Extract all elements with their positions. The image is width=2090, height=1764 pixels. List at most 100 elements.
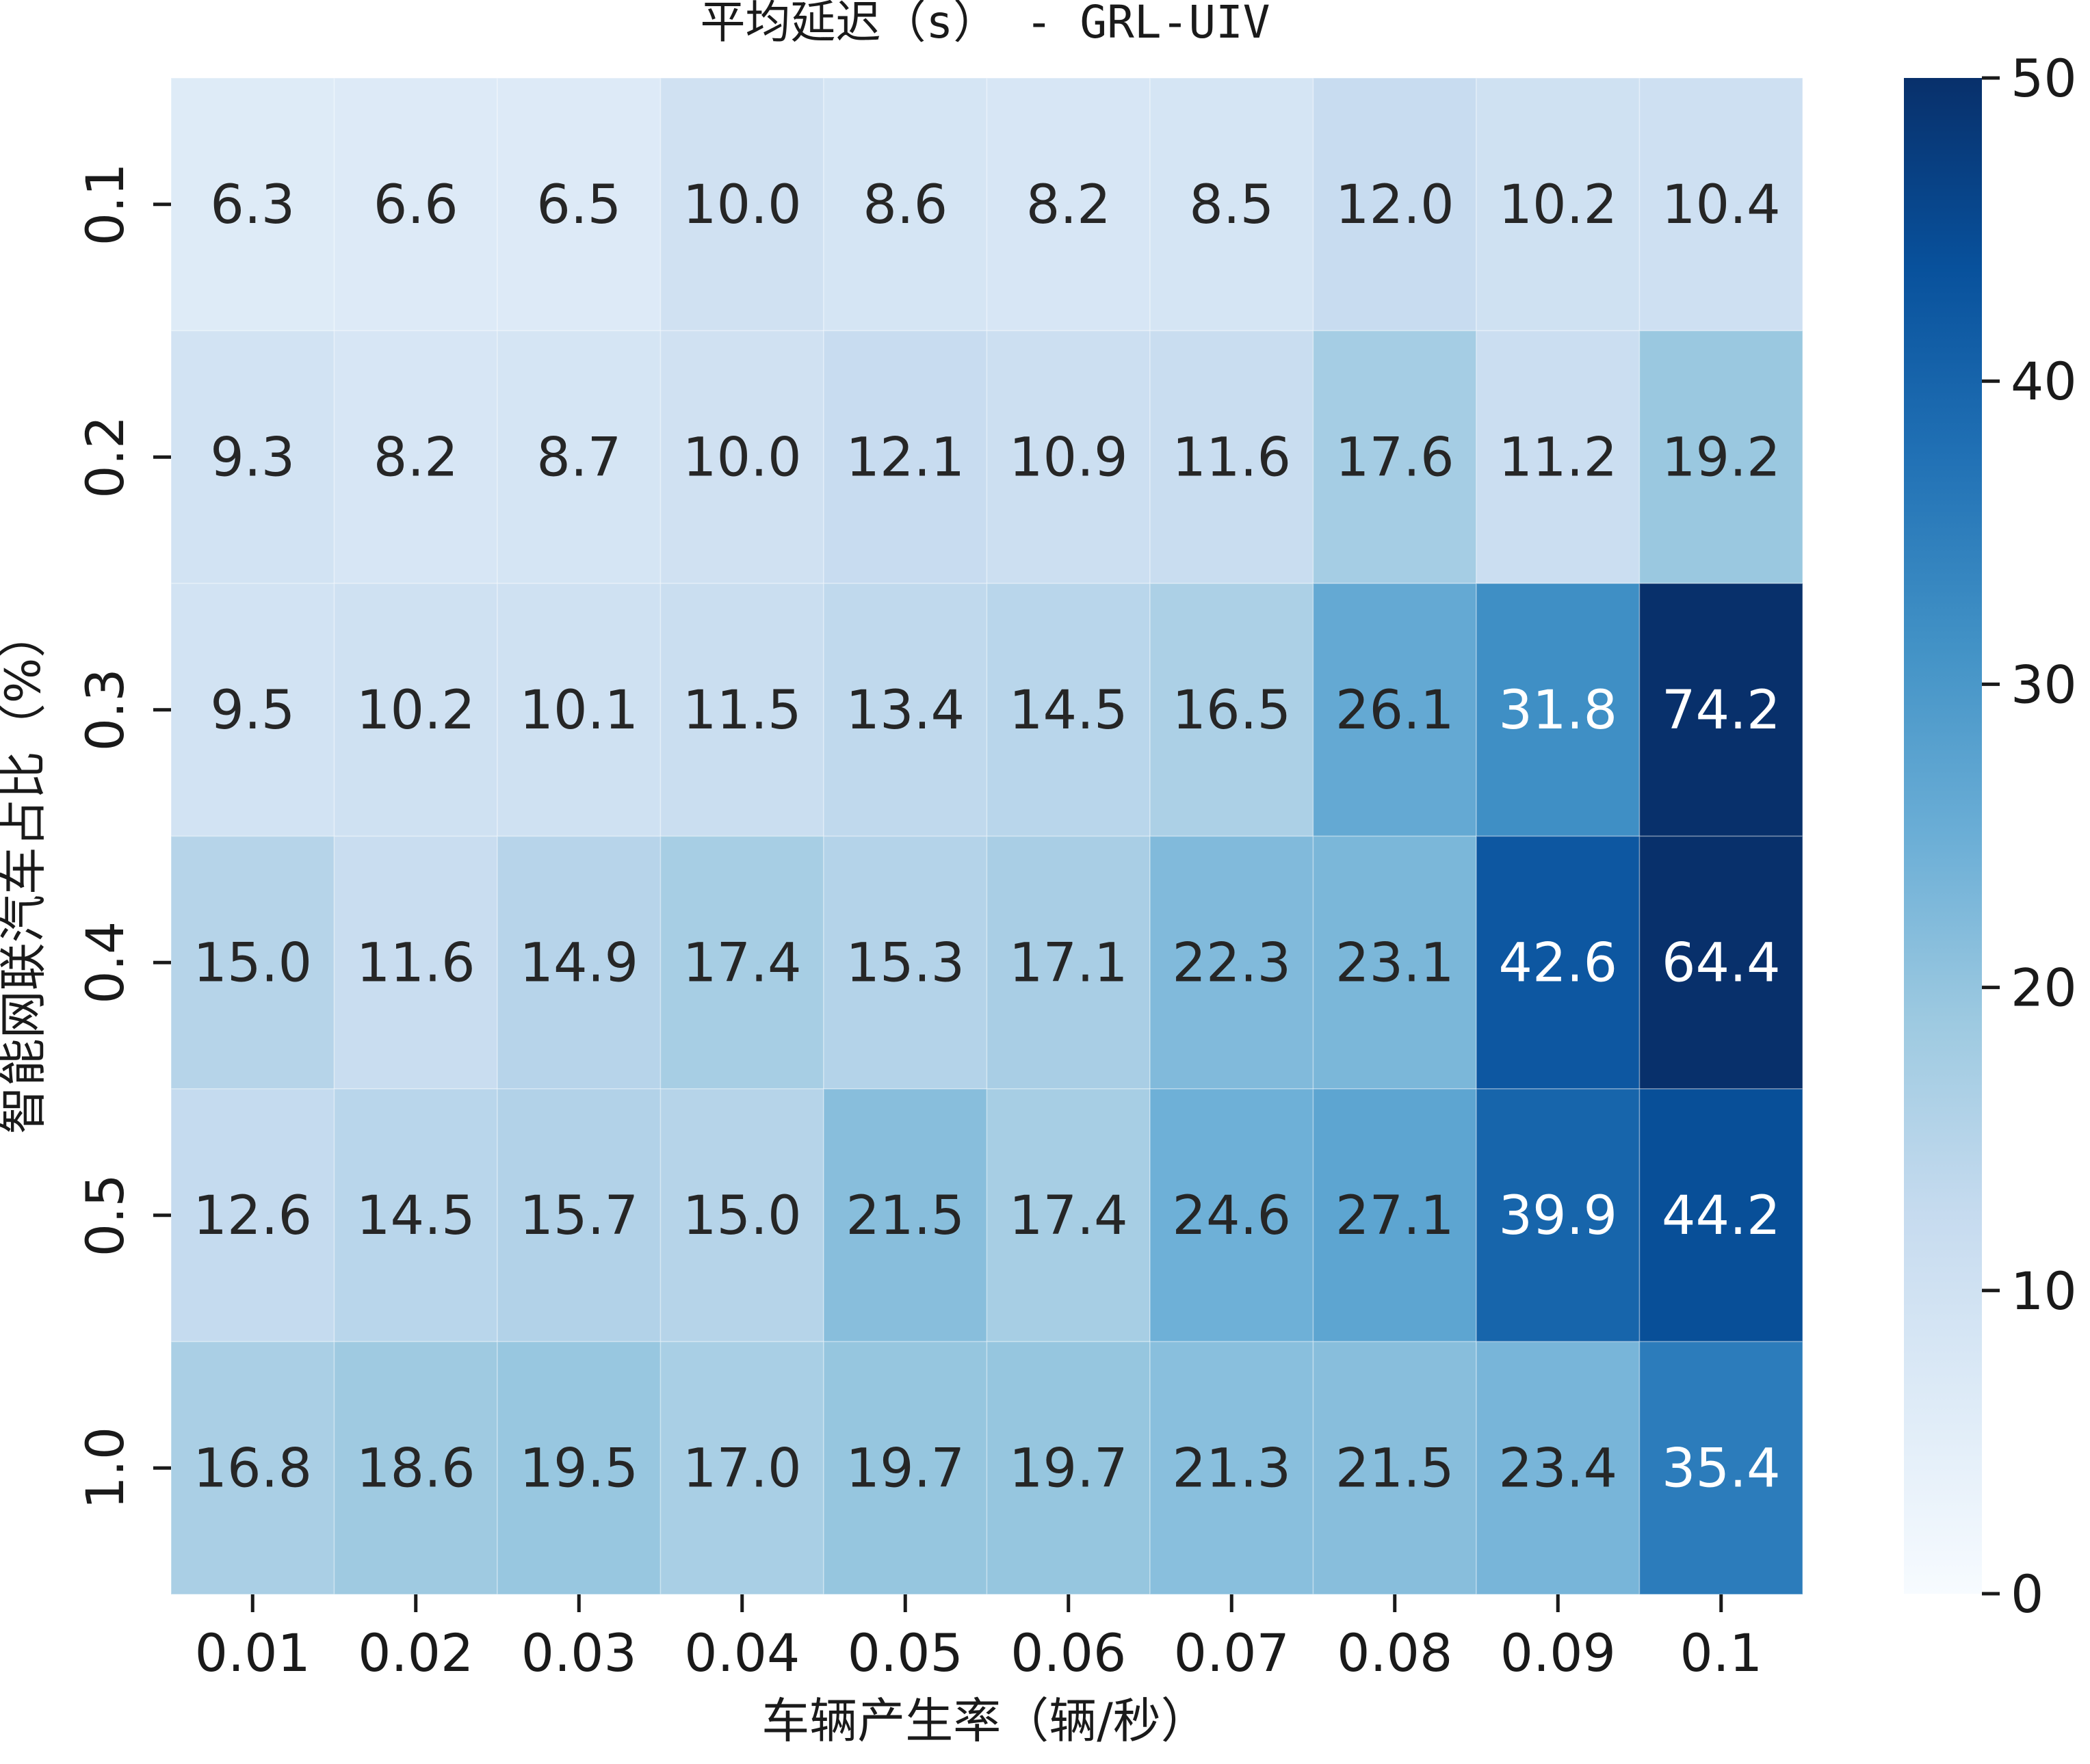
colorbar-tick-label: 40: [2011, 351, 2077, 412]
heatmap-cell: [497, 1088, 662, 1343]
cell-value-label: 10.9: [1009, 427, 1128, 488]
cell-value-label: 17.6: [1335, 427, 1454, 488]
cell-value-label: 27.1: [1335, 1185, 1454, 1247]
colorbar-tick-label: 10: [2011, 1261, 2077, 1321]
cell-value-label: 13.4: [846, 680, 965, 741]
cell-value-label: 17.1: [1009, 932, 1128, 994]
heatmap-cell: [659, 77, 824, 332]
heatmap-cell: [1149, 835, 1314, 1090]
heatmap-cell: [497, 77, 662, 332]
heatmap-cell: [823, 1088, 988, 1343]
cell-value-label: 22.3: [1172, 932, 1291, 994]
x-tick-label: 0.02: [358, 1622, 473, 1683]
cell-value-label: 19.7: [1009, 1438, 1128, 1499]
heatmap-cell: [1476, 1341, 1641, 1595]
cell-value-label: 21.5: [846, 1185, 965, 1247]
cell-value-label: 17.4: [683, 932, 802, 994]
heatmap-cell: [1312, 330, 1477, 584]
heatmap-cell: [986, 1088, 1151, 1343]
heatmap-cells: [170, 77, 1803, 1595]
cell-value-label: 24.6: [1172, 1185, 1291, 1247]
cell-value-label: 17.0: [683, 1438, 802, 1499]
chart-title: 平均延迟（s） - GRL-UIV: [700, 0, 1270, 49]
heatmap-cell: [1638, 1088, 1803, 1343]
cell-value-label: 35.4: [1662, 1438, 1781, 1499]
x-tick-label: 0.08: [1337, 1622, 1452, 1683]
cell-value-label: 39.9: [1498, 1185, 1617, 1247]
cell-value-label: 10.4: [1662, 174, 1781, 236]
heatmap-cell: [1476, 1088, 1641, 1343]
y-tick-label: 0.3: [75, 668, 135, 751]
heatmap-cell: [986, 835, 1151, 1090]
heatmap-cell: [823, 330, 988, 584]
heatmap-cell: [333, 330, 498, 584]
x-tick-label: 0.06: [1010, 1622, 1126, 1683]
heatmap-cell: [1149, 1088, 1314, 1343]
cell-value-label: 12.0: [1335, 174, 1454, 236]
heatmap-cell: [1638, 835, 1803, 1090]
cell-value-label: 17.4: [1009, 1185, 1128, 1247]
heatmap-cell: [1638, 583, 1803, 837]
cell-value-label: 10.0: [683, 174, 802, 236]
cell-value-label: 23.4: [1498, 1438, 1617, 1499]
cell-value-label: 6.5: [536, 174, 621, 236]
y-tick-label: 0.2: [75, 416, 135, 499]
y-axis-label: 智能网联汽车占比（%）: [0, 610, 51, 1135]
cell-value-label: 10.1: [519, 680, 638, 741]
x-tick-label: 0.04: [684, 1622, 800, 1683]
heatmap-cell: [333, 1088, 498, 1343]
heatmap-cell: [659, 835, 824, 1090]
cell-value-label: 26.1: [1335, 680, 1454, 741]
x-axis-label: 车辆产生率（辆/秒）: [761, 1693, 1209, 1749]
heatmap-cell: [1476, 835, 1641, 1090]
heatmap-cell-labels: 6.3 6.6 6.5 10.0 8.6 8.2 8.5 12.0 10.2 10.4 9.3 8.2…: [193, 174, 1780, 1500]
colorbar-tick-label: 30: [2011, 654, 2077, 715]
heatmap-cell: [1638, 330, 1803, 584]
x-tick-label: 0.05: [848, 1622, 963, 1683]
x-tick-label: 0.03: [521, 1622, 637, 1683]
cell-value-label: 16.5: [1172, 680, 1291, 741]
heatmap-cell: [1149, 1341, 1314, 1595]
cell-value-label: 74.2: [1662, 680, 1781, 741]
y-axis-ticks: 0.1 0.2 0.3 0.4 0.5 1.0: [75, 163, 171, 1510]
colorbar-tick-label: 50: [2011, 48, 2077, 109]
cell-value-label: 6.6: [374, 174, 458, 236]
cell-value-label: 11.6: [1172, 427, 1291, 488]
cell-value-label: 9.3: [210, 427, 295, 488]
heatmap-cell: [1312, 583, 1477, 837]
cell-value-label: 18.6: [356, 1438, 475, 1499]
cell-value-label: 16.8: [193, 1438, 312, 1499]
cell-value-label: 11.5: [683, 680, 802, 741]
cell-value-label: 8.2: [1026, 174, 1111, 236]
heatmap-cell: [333, 77, 498, 332]
cell-value-label: 11.2: [1498, 427, 1617, 488]
cell-value-label: 15.0: [683, 1185, 802, 1247]
x-tick-label: 0.1: [1680, 1622, 1762, 1683]
cell-value-label: 10.2: [356, 680, 475, 741]
cell-value-label: 44.2: [1662, 1185, 1781, 1247]
cell-value-label: 10.0: [683, 427, 802, 488]
colorbar-tick-label: 0: [2011, 1564, 2043, 1624]
x-axis-ticks: 0.01 0.02 0.03 0.04 0.05 0.06 0.07 0.08 0.09 0.1: [195, 1594, 1762, 1683]
heatmap-cell: [170, 835, 335, 1090]
cell-value-label: 8.7: [536, 427, 621, 488]
heatmap-cell: [823, 77, 988, 332]
cell-value-label: 21.3: [1172, 1438, 1291, 1499]
heatmap-cell: [823, 1341, 988, 1595]
heatmap-cell: [823, 583, 988, 837]
cell-value-label: 15.3: [846, 932, 965, 994]
heatmap-cell: [1149, 583, 1314, 837]
x-tick-label: 0.07: [1174, 1622, 1290, 1683]
cell-value-label: 12.1: [846, 427, 965, 488]
heatmap-cell: [497, 330, 662, 584]
heatmap-cell: [986, 583, 1151, 837]
heatmap-cell: [1476, 330, 1641, 584]
cell-value-label: 14.9: [519, 932, 638, 994]
cell-value-label: 64.4: [1662, 932, 1781, 994]
heatmap-cell: [170, 1341, 335, 1595]
cell-value-label: 12.6: [193, 1185, 312, 1247]
y-tick-label: 1.0: [75, 1427, 135, 1510]
heatmap-cell: [659, 330, 824, 584]
cell-value-label: 6.3: [210, 174, 295, 236]
